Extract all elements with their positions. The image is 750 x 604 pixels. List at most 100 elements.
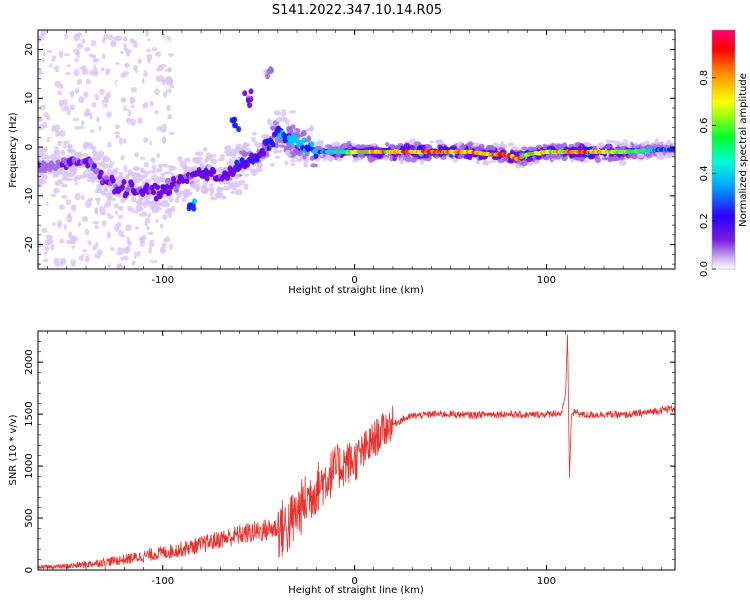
spectrogram-cell bbox=[84, 255, 90, 263]
spectrogram-cell bbox=[254, 125, 260, 131]
spectrogram-cell bbox=[284, 118, 290, 126]
spectrogram-cell bbox=[59, 245, 65, 252]
spectrogram-cell bbox=[143, 137, 149, 143]
spectrogram-cell bbox=[290, 159, 296, 163]
spectrogram-cell bbox=[267, 107, 275, 114]
spectrogram-cell bbox=[57, 220, 63, 228]
spectrogram-cell bbox=[555, 143, 563, 150]
snr-y-tick-label: 1000 bbox=[24, 453, 35, 478]
spectrogram-cell bbox=[234, 189, 243, 196]
spectrogram-cell bbox=[211, 168, 217, 175]
spectrogram-cell bbox=[53, 149, 61, 156]
spectrogram-cell bbox=[313, 152, 319, 159]
spectrogram-cell bbox=[335, 152, 341, 159]
spectrogram-cell bbox=[289, 151, 296, 155]
spectrogram-cell bbox=[137, 58, 142, 64]
spectrogram-cell bbox=[637, 153, 645, 159]
spectrogram-cell bbox=[196, 151, 204, 156]
spectrogram-cell bbox=[41, 57, 45, 64]
spectrogram-cell bbox=[502, 155, 509, 162]
spectrogram-cell bbox=[305, 128, 313, 132]
spectrogram-x-tick-label: -100 bbox=[151, 275, 174, 286]
spectrogram-cell bbox=[155, 75, 162, 83]
spectrogram-cell bbox=[179, 152, 184, 157]
spectrogram-cell bbox=[303, 162, 308, 168]
spectrogram-cell bbox=[243, 173, 250, 177]
spectrogram-cell bbox=[124, 151, 132, 157]
spectrogram-cell bbox=[58, 204, 66, 210]
spectrogram-cell bbox=[120, 184, 126, 191]
spectrogram-cell bbox=[162, 136, 167, 144]
spectrogram-cell bbox=[644, 140, 650, 145]
spectrogram-cell bbox=[234, 159, 240, 166]
spectrogram-cell bbox=[70, 239, 76, 245]
spectrogram-cell bbox=[117, 205, 124, 211]
spectrogram-cell bbox=[568, 153, 574, 157]
spectrogram-cell bbox=[209, 189, 214, 197]
spectrogram-cell bbox=[583, 141, 591, 146]
spectrogram-cell bbox=[222, 185, 231, 191]
spectrogram-cell bbox=[106, 111, 112, 118]
spectrogram-cell bbox=[149, 140, 153, 146]
spectrogram-cell bbox=[98, 217, 105, 221]
spectrogram-cell bbox=[176, 192, 183, 197]
spectrogram-cell bbox=[141, 211, 148, 217]
spectrogram-cell bbox=[58, 168, 65, 175]
spectrogram-cell bbox=[96, 141, 103, 147]
spectrogram-cell bbox=[314, 145, 322, 150]
spectrogram-cell bbox=[325, 154, 331, 160]
snr-frame bbox=[37, 330, 676, 571]
spectrogram-cell bbox=[43, 251, 48, 256]
spectrogram-cell bbox=[127, 206, 133, 211]
spectrogram-cell bbox=[42, 121, 48, 129]
spectrogram-cell bbox=[53, 65, 60, 71]
spectrogram-cell bbox=[82, 249, 88, 253]
spectrogram-cell bbox=[194, 159, 203, 164]
spectrogram-cell bbox=[276, 149, 283, 154]
spectrogram-cell bbox=[93, 193, 101, 199]
spectrogram-cell bbox=[63, 224, 67, 230]
spectrogram-cell bbox=[74, 88, 80, 94]
spectrogram-cell bbox=[626, 144, 632, 149]
spectrogram-cell bbox=[115, 35, 123, 41]
spectrogram-cell bbox=[85, 162, 91, 169]
spectrogram-cell bbox=[192, 157, 199, 161]
spectrogram-cell bbox=[123, 43, 127, 50]
spectrogram-y-label: Frequency (Hz) bbox=[8, 112, 19, 188]
spectrogram-cell bbox=[106, 212, 111, 217]
spectrogram-cell bbox=[181, 197, 187, 203]
snr-x-tick-label: 0 bbox=[351, 576, 357, 587]
spectrogram-cell bbox=[46, 49, 53, 53]
spectrogram-cell bbox=[526, 156, 534, 163]
spectrogram-cell bbox=[281, 109, 287, 114]
spectrogram-cell bbox=[109, 246, 115, 251]
snr-series-line bbox=[37, 334, 676, 571]
spectrogram-cell bbox=[115, 81, 120, 86]
spectrogram-cell bbox=[48, 141, 57, 149]
spectrogram-cell bbox=[179, 206, 185, 214]
spectrogram-cell bbox=[159, 223, 164, 229]
spectrogram-cell bbox=[59, 129, 66, 138]
spectrogram-cell bbox=[139, 71, 145, 75]
spectrogram-cell bbox=[89, 113, 93, 120]
spectrogram-cell bbox=[521, 159, 528, 167]
spectrogram-cell bbox=[507, 142, 514, 147]
spectrogram-cell bbox=[359, 153, 365, 159]
spectrogram-cell bbox=[38, 152, 44, 157]
spectrogram-cell bbox=[70, 259, 77, 266]
spectrogram-cell bbox=[409, 145, 416, 149]
spectrogram-cell bbox=[131, 196, 137, 203]
spectrogram-cell bbox=[61, 194, 68, 199]
spectrogram-cell bbox=[169, 243, 173, 251]
spectrogram-cell bbox=[68, 149, 76, 153]
spectrogram-cell bbox=[52, 187, 60, 194]
spectrogram-cell bbox=[129, 181, 135, 188]
spectrogram-cell bbox=[53, 146, 60, 150]
spectrogram-cell bbox=[106, 168, 112, 174]
spectrogram-cell bbox=[306, 135, 312, 141]
spectrogram-cell bbox=[230, 190, 236, 195]
spectrogram-cell bbox=[101, 99, 105, 104]
spectrogram-cell bbox=[165, 104, 171, 112]
spectrogram-y-tick-label: 0 bbox=[24, 144, 35, 150]
